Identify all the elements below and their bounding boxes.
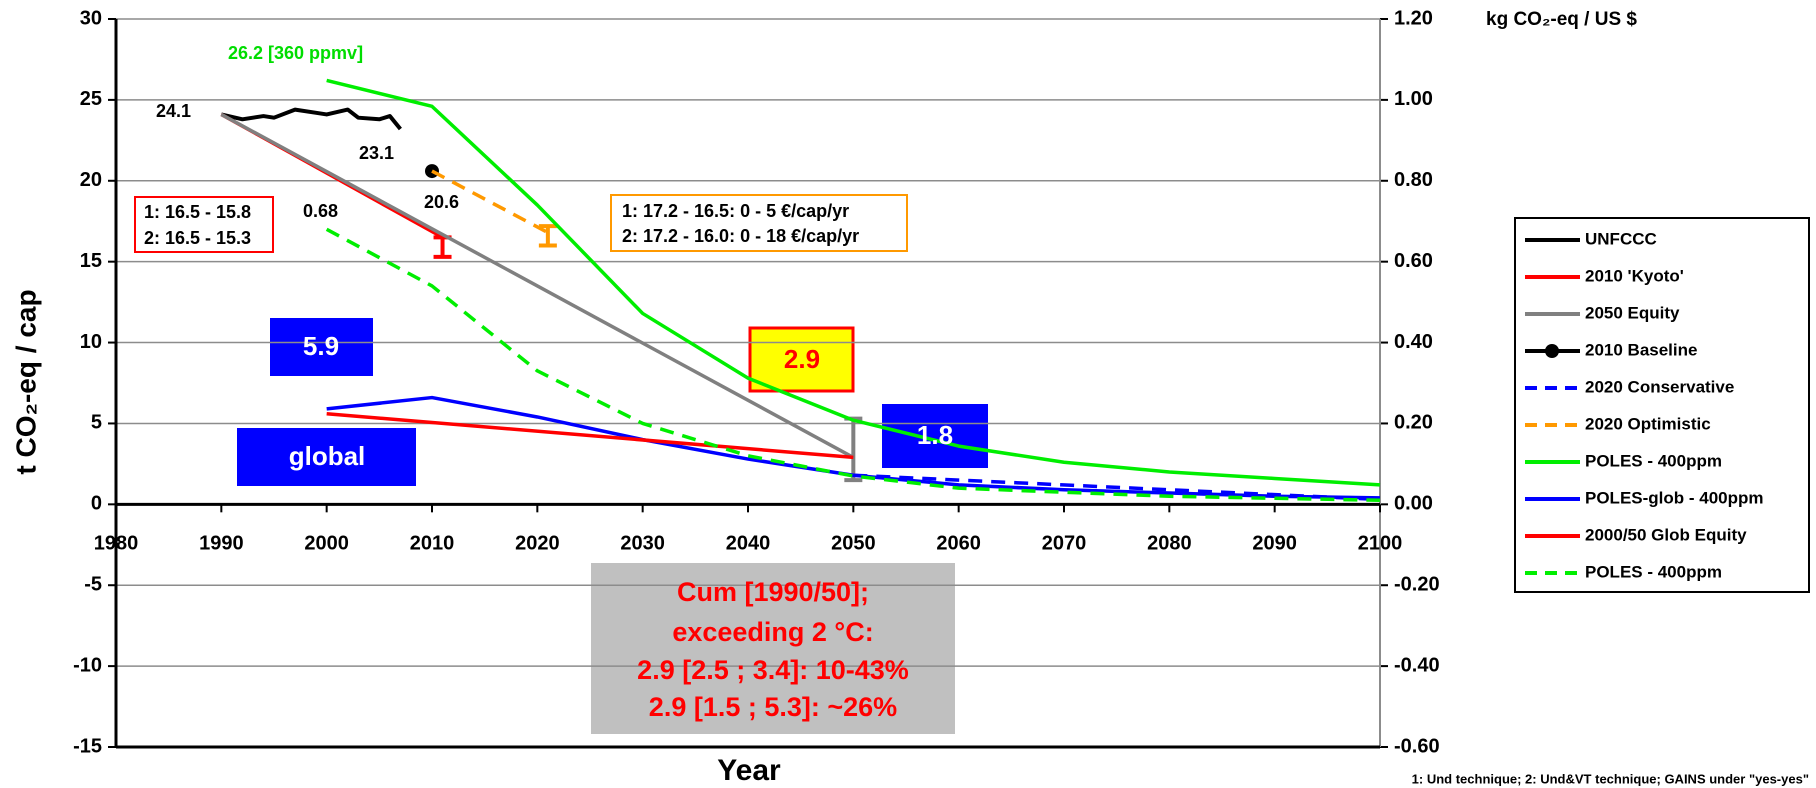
y2-tick-label: -0.60 (1394, 735, 1440, 757)
annotation: 2: 16.5 - 15.3 (144, 228, 251, 248)
annotation: 2: 17.2 - 16.0: 0 - 18 €/cap/yr (622, 226, 859, 246)
y-tick-label: -10 (73, 654, 102, 676)
x-tick-label: 2000 (304, 533, 349, 555)
legend-label: 2010 'Kyoto' (1585, 266, 1684, 285)
y-tick-label: 0 (91, 493, 102, 515)
y-tick-label: -15 (73, 735, 102, 757)
legend-marker (1545, 344, 1559, 358)
legend-label: POLES - 400ppm (1585, 562, 1722, 581)
annotation: Cum [1990/50]; (677, 577, 869, 607)
y2-tick-label: -0.20 (1394, 574, 1440, 596)
optimistic-box (610, 194, 908, 252)
x-tick-label: 1990 (199, 533, 244, 555)
y2-tick-label: 0.40 (1394, 331, 1433, 353)
y2-tick-label: 0.20 (1394, 412, 1433, 434)
value-box (882, 404, 988, 468)
y2-axis-label: kg CO₂-eq / US $ (1486, 9, 1637, 30)
y2-tick-label: -0.40 (1394, 654, 1440, 676)
legend-label: 2050 Equity (1585, 303, 1680, 322)
annotation: 2.9 [2.5 ; 3.4]: 10-43% (637, 655, 909, 685)
annotations: Year t CO₂-eq / cap kg CO₂-eq / US $ 26.… (10, 9, 1809, 787)
series-line (326, 411, 854, 460)
x-tick-label: 2080 (1147, 533, 1192, 555)
error-bar (538, 224, 557, 248)
annotation: exceeding 2 °C: (672, 617, 873, 647)
error-bar (844, 416, 863, 483)
annotation: 24.1 (156, 101, 191, 121)
value-box (270, 318, 373, 376)
series-line (325, 227, 1381, 503)
x-tick-label: 2030 (620, 533, 665, 555)
legend-label: 2020 Optimistic (1585, 414, 1711, 433)
annotation: global (289, 441, 366, 471)
x-tick-label: 2050 (831, 533, 876, 555)
annotation: 0.68 (303, 201, 338, 221)
x-tick-label: 2100 (1358, 533, 1403, 555)
x-tick-label: 2020 (515, 533, 560, 555)
x-tick-label: 2010 (410, 533, 455, 555)
annotation: 1: 16.5 - 15.8 (144, 202, 251, 222)
y2-tick-label: 0.60 (1394, 250, 1433, 272)
annotation: 23.1 (359, 143, 394, 163)
series-line (220, 107, 402, 131)
annotation: 1.8 (917, 420, 953, 450)
x-tick-label: 2040 (726, 533, 771, 555)
legend-label: POLES-glob - 400ppm (1585, 488, 1764, 507)
kyoto-box (134, 196, 274, 253)
x-tick-label: 2070 (1042, 533, 1087, 555)
global-box (237, 428, 416, 486)
cum-box (591, 563, 955, 734)
y-tick-label: 25 (80, 88, 102, 110)
legend-box (1514, 217, 1810, 593)
y2-tick-label: 0.80 (1394, 169, 1433, 191)
y-tick-label: 10 (80, 331, 102, 353)
y-tick-label: 30 (80, 7, 102, 29)
annotation: 20.6 (424, 192, 459, 212)
x-tick-label: 2090 (1252, 533, 1297, 555)
legend-label: UNFCCC (1585, 229, 1657, 248)
series-line (220, 112, 855, 459)
annotation: 2.9 (784, 344, 820, 374)
annotation: 26.2 [360 ppmv] (228, 43, 363, 63)
annotation: 5.9 (303, 331, 339, 361)
annotation: 2.9 [1.5 ; 5.3]: ~26% (649, 692, 897, 722)
x-axis-label: Year (717, 754, 781, 787)
y-tick-label: 5 (91, 412, 102, 434)
plot: -15 -10 -5 0 5 10 15 20 25 30 -0.60 -0.40 -0.20 0.00 0… (73, 7, 1440, 757)
legend-label: 2000/50 Glob Equity (1585, 525, 1747, 544)
x-tick-label: 1980 (94, 533, 139, 555)
y-axis-label: t CO₂-eq / cap (10, 289, 41, 474)
legend-label: 2010 Baseline (1585, 340, 1697, 359)
annotation: 1: 17.2 - 16.5: 0 - 5 €/cap/yr (622, 201, 849, 221)
value-box (748, 326, 855, 393)
y2-tick-label: 0.00 (1394, 493, 1433, 515)
legend-label: POLES - 400ppm (1585, 451, 1722, 470)
series-line (326, 78, 1381, 487)
x-tick-label: 2060 (936, 533, 981, 555)
error-bar (433, 235, 452, 259)
y2-tick-label: 1.00 (1394, 88, 1433, 110)
annotation-boxes (134, 194, 1810, 734)
y-tick-label: -5 (84, 574, 102, 596)
y-tick-label: 20 (80, 169, 102, 191)
y-tick-label: 15 (80, 250, 102, 272)
series-line (326, 395, 1381, 500)
footnote: 1: Und technique; 2: Und&VT technique; G… (1412, 771, 1809, 786)
legend-label: 2020 Conservative (1585, 377, 1734, 396)
y2-tick-label: 1.20 (1394, 7, 1433, 29)
